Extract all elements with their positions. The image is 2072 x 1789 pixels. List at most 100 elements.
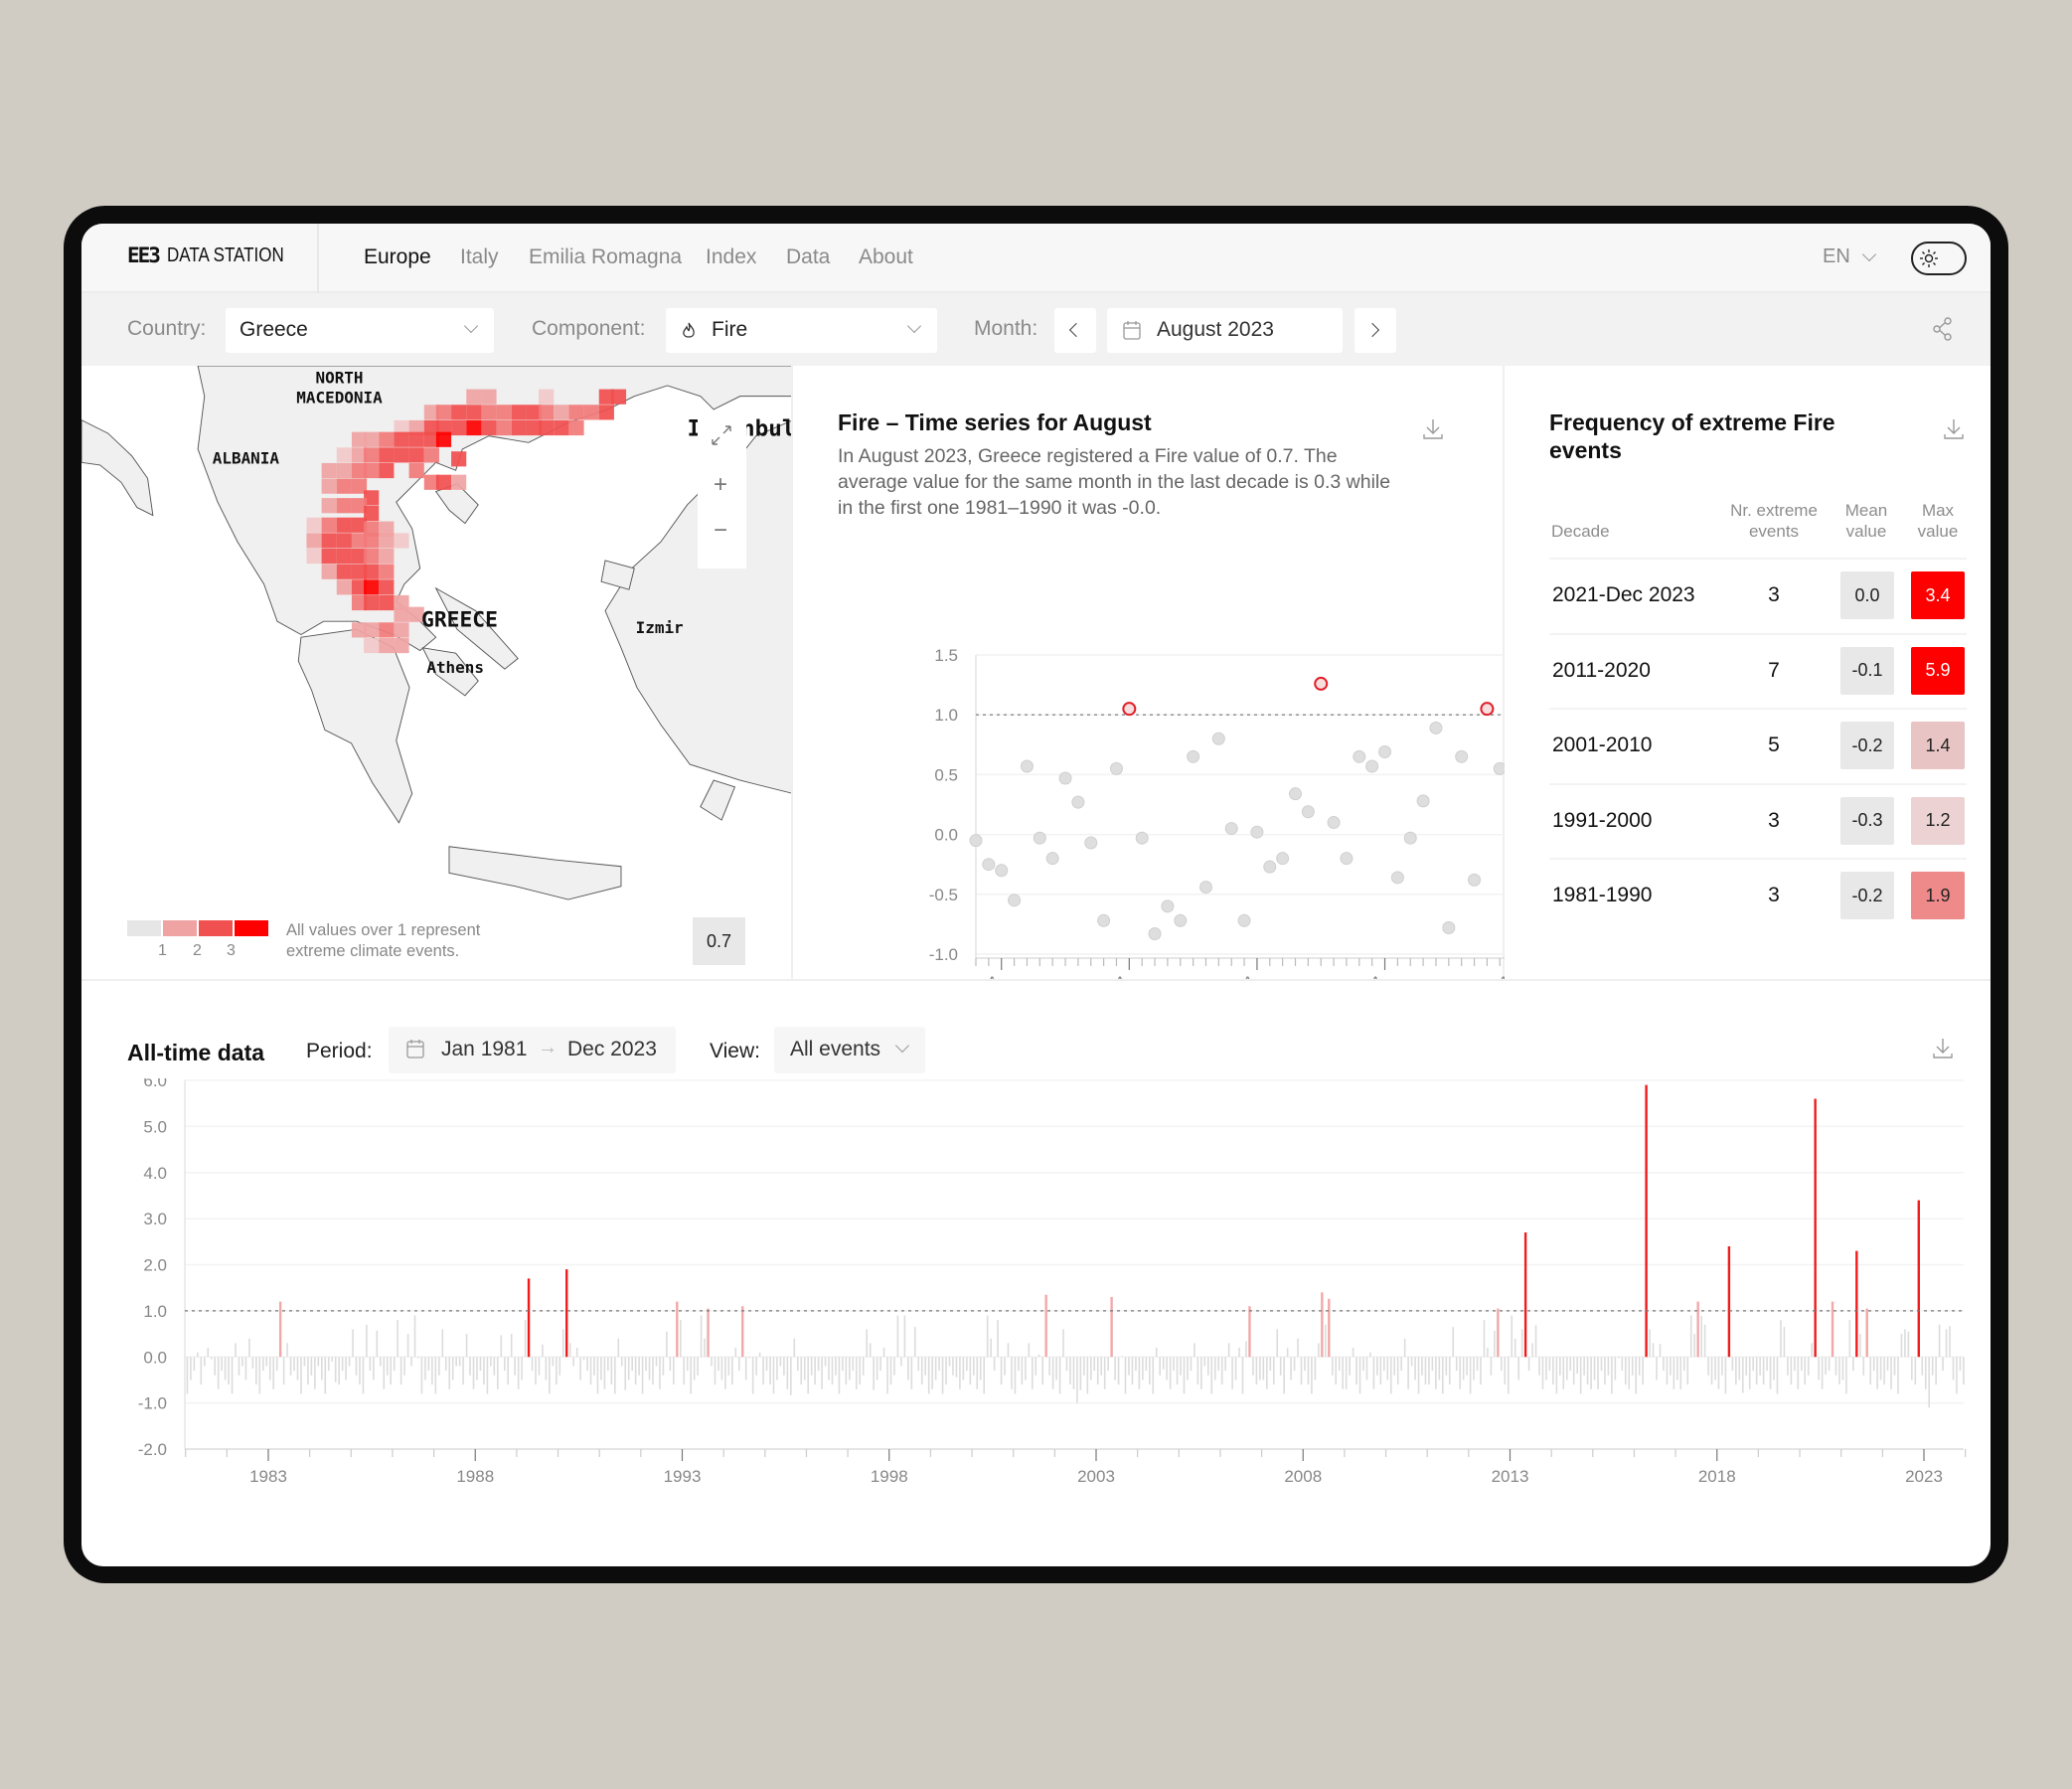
data-point — [1020, 759, 1034, 773]
heatmap-cell — [451, 419, 467, 436]
heatmap-cell — [364, 579, 380, 595]
heatmap-cell — [351, 498, 368, 514]
data-point — [982, 858, 996, 872]
nav-emilia-romagna[interactable]: Emilia Romagna — [529, 245, 683, 268]
x-tick-label: 1988 — [456, 1467, 494, 1486]
data-point — [1033, 831, 1046, 845]
count-cell: 3 — [1768, 583, 1780, 606]
nav-index[interactable]: Index — [706, 245, 757, 268]
data-point — [1211, 732, 1225, 745]
component-select[interactable]: Fire — [666, 308, 937, 353]
view-select[interactable]: All events — [774, 1027, 925, 1073]
expand-icon[interactable] — [710, 423, 733, 447]
extreme-point — [1314, 676, 1329, 691]
column-header-mean-line-1: Mean — [1844, 501, 1888, 520]
heatmap-cell — [539, 419, 555, 436]
count-cell: 3 — [1768, 884, 1780, 906]
heatmap-cell — [610, 389, 627, 405]
heatmap-cell — [481, 389, 497, 405]
view-label: View: — [710, 1040, 760, 1062]
heatmap-cell — [568, 405, 584, 420]
map-label-north-macedonia-2: MACEDONIA — [296, 388, 383, 407]
theme-toggle[interactable] — [1911, 242, 1967, 275]
heatmap-cell — [379, 462, 395, 479]
row-divider — [1549, 782, 1967, 785]
nav-italy[interactable]: Italy — [460, 245, 499, 268]
heatmap-cell — [451, 474, 467, 490]
chevron-down-icon — [906, 318, 922, 334]
y-tick-label: 1.0 — [143, 1302, 167, 1321]
heatmap-cell — [379, 622, 395, 638]
data-point — [1289, 787, 1302, 801]
map[interactable]: NORTH MACEDONIA ALBANIA GREECE Athens Iz… — [81, 366, 793, 979]
heatmap-cell — [423, 474, 439, 490]
legend-tick-3: 3 — [227, 942, 236, 959]
heatmap-cell — [351, 517, 368, 533]
component-value: Fire — [712, 318, 748, 341]
nav-europe[interactable]: Europe — [364, 245, 431, 268]
nav-data[interactable]: Data — [786, 245, 831, 268]
heatmap-cell — [408, 606, 424, 622]
y-tick-label: 1.5 — [934, 646, 958, 665]
heatmap-cell — [423, 431, 439, 447]
heatmap-cell — [423, 447, 439, 463]
x-tick-label: 2018 — [1698, 1467, 1736, 1486]
column-header-decade: Decade — [1551, 522, 1610, 541]
heatmap-cell — [379, 533, 395, 549]
heatmap-cell — [496, 419, 512, 436]
x-tick-label: 2023 — [1905, 1467, 1943, 1486]
heatmap-cell — [364, 431, 380, 447]
y-tick-label: 2.0 — [143, 1256, 167, 1275]
data-point — [995, 864, 1009, 878]
heatmap-cell — [379, 447, 395, 463]
data-point — [1276, 852, 1290, 866]
heatmap-cell — [481, 405, 497, 420]
download-icon[interactable] — [1943, 417, 1965, 441]
rhodes-land — [700, 779, 736, 821]
row-divider — [1549, 708, 1967, 710]
heatmap-cell — [583, 405, 599, 420]
x-tick-label: 2003 — [1077, 1467, 1115, 1486]
share-icon[interactable] — [1932, 317, 1954, 341]
previous-month-button[interactable] — [1054, 308, 1096, 353]
chevron-right-icon — [1364, 322, 1380, 338]
country-select[interactable]: Greece — [226, 308, 494, 353]
data-point — [1045, 852, 1059, 866]
heatmap-cell — [511, 419, 527, 436]
data-point — [1455, 749, 1469, 763]
data-point — [1353, 749, 1366, 763]
next-month-button[interactable] — [1355, 308, 1396, 353]
data-point — [1174, 913, 1188, 927]
fire-icon — [683, 322, 695, 338]
nav-about[interactable]: About — [859, 245, 913, 268]
heatmap-cell — [379, 594, 395, 611]
heatmap-cell — [435, 431, 452, 447]
language-select[interactable]: EN — [1823, 245, 1876, 268]
heatmap-cell — [435, 405, 452, 420]
data-point — [1327, 816, 1341, 830]
heatmap-cell — [351, 431, 368, 447]
zoom-in-button[interactable]: + — [714, 471, 728, 498]
map-panel: NORTH MACEDONIA ALBANIA GREECE Athens Iz… — [81, 366, 793, 979]
period-start: Jan 1981 — [441, 1038, 528, 1060]
crete-land — [448, 846, 622, 900]
legend-note-line-2: extreme climate events. — [286, 942, 460, 960]
filter-bar: Country: Greece Component: Fire Month: A… — [81, 293, 1991, 366]
heatmap-cell — [364, 462, 380, 479]
heatmap-cell — [364, 505, 380, 522]
download-icon[interactable] — [1422, 417, 1444, 441]
frequency-title: Frequency of extreme Fire events — [1549, 409, 1835, 463]
logo[interactable]: EE3 DATA STATION — [127, 244, 304, 267]
data-point — [1148, 927, 1162, 941]
map-label-north-macedonia: NORTH — [315, 368, 363, 387]
lesvos-land — [600, 560, 635, 590]
period-range-picker[interactable]: Jan 1981 → Dec 2023 — [389, 1027, 676, 1073]
month-picker[interactable]: August 2023 — [1107, 308, 1343, 353]
legend-tick-2: 2 — [193, 942, 202, 959]
legend-note-line-1: All values over 1 represent — [286, 921, 481, 939]
legend-note: All values over 1 represent extreme clima… — [286, 920, 480, 962]
data-point — [1340, 852, 1354, 866]
zoom-out-button[interactable]: − — [714, 517, 728, 544]
download-icon[interactable] — [1932, 1037, 1954, 1060]
heatmap-cell — [336, 447, 352, 463]
